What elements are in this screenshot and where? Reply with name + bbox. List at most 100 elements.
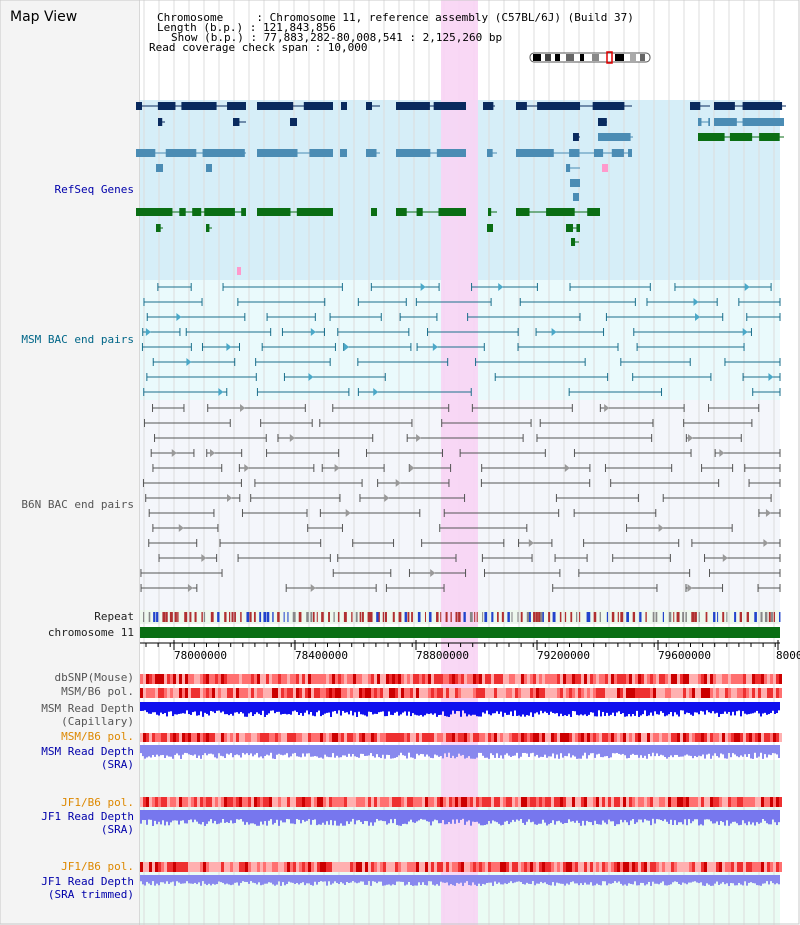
bac-end-pair[interactable] [377, 479, 450, 487]
bac-end-pair[interactable] [332, 404, 450, 412]
gene-model[interactable] [340, 149, 347, 157]
bac-end-pair[interactable] [266, 449, 340, 457]
bac-end-pair[interactable] [568, 388, 663, 396]
bac-end-pair[interactable] [709, 569, 781, 577]
bac-end-pair[interactable] [399, 313, 438, 321]
bac-end-pair[interactable] [146, 373, 257, 381]
gene-model[interactable] [257, 208, 333, 216]
bac-end-pair[interactable] [319, 419, 413, 427]
gene-model[interactable] [136, 208, 246, 216]
bac-end-pair[interactable] [481, 554, 533, 562]
gene-model[interactable] [396, 102, 466, 110]
bac-end-pair[interactable] [636, 343, 745, 351]
bac-end-pair[interactable] [744, 464, 781, 472]
gene-model[interactable] [366, 149, 380, 157]
bac-end-pair[interactable] [285, 584, 377, 592]
bac-end-pair[interactable] [685, 434, 742, 442]
bac-end-pair[interactable] [152, 404, 185, 412]
bac-end-pair[interactable] [142, 479, 242, 487]
gene-model[interactable] [598, 118, 607, 126]
gene-model[interactable] [698, 133, 784, 141]
bac-end-pair[interactable] [357, 358, 449, 366]
bac-end-pair[interactable] [266, 313, 316, 321]
jf1-read-depth-sra-label[interactable]: JF1 Read Depth [41, 810, 134, 823]
bac-end-pair[interactable] [632, 373, 712, 381]
gene-model[interactable] [366, 102, 380, 110]
bac-end-pair[interactable] [201, 343, 240, 351]
bac-end-pair[interactable] [494, 373, 609, 381]
bac-end-pair[interactable] [319, 509, 421, 517]
bac-end-pair[interactable] [578, 569, 691, 577]
bac-end-pair[interactable] [329, 313, 382, 321]
bac-end-pair[interactable] [143, 298, 203, 306]
jf1-b6-pol-label[interactable]: JF1/B6 pol. [61, 796, 134, 809]
bac-end-pair[interactable] [691, 539, 781, 547]
gene-model[interactable] [257, 102, 333, 110]
gene-model[interactable] [341, 102, 347, 110]
bac-end-pair[interactable] [352, 539, 395, 547]
bac-end-pair[interactable] [599, 404, 685, 412]
msm-read-depth-capillary-label[interactable]: MSM Read Depth [41, 702, 134, 715]
bac-end-pair[interactable] [359, 494, 466, 502]
gene-model[interactable] [516, 102, 632, 110]
bac-end-pair[interactable] [724, 358, 781, 366]
msm-b6-pol-label[interactable]: MSM/B6 pol. [61, 685, 134, 698]
gene-model[interactable] [516, 149, 632, 157]
bac-end-pair[interactable] [480, 479, 591, 487]
gene-model[interactable] [233, 118, 246, 126]
gene-model[interactable] [257, 149, 333, 157]
jf1-read-depth-trimmed-label[interactable]: JF1 Read Depth [41, 875, 134, 888]
bac-end-pair[interactable] [701, 464, 734, 472]
bac-end-pair[interactable] [746, 313, 781, 321]
bac-end-pair[interactable] [142, 328, 181, 336]
bac-end-pair[interactable] [337, 328, 410, 336]
bac-end-pair[interactable] [141, 343, 192, 351]
bac-end-pair[interactable] [517, 343, 619, 351]
bac-end-pair[interactable] [758, 509, 781, 517]
bac-end-pair[interactable] [157, 283, 192, 291]
bac-end-pair[interactable] [471, 404, 573, 412]
bac-end-pair[interactable] [219, 539, 322, 547]
bac-end-pair[interactable] [708, 404, 760, 412]
bac-end-pair[interactable] [366, 449, 443, 457]
gene-model[interactable] [206, 164, 212, 172]
bac-end-pair[interactable] [152, 524, 219, 532]
bac-end-pair[interactable] [552, 584, 658, 592]
bac-end-pair[interactable] [370, 283, 440, 291]
bac-end-pair[interactable] [467, 313, 581, 321]
bac-end-pair[interactable] [646, 298, 718, 306]
bac-end-pair[interactable] [481, 464, 591, 472]
bac-end-pair[interactable] [260, 419, 313, 427]
bac-end-pair[interactable] [536, 434, 653, 442]
gene-model[interactable] [487, 224, 493, 232]
bac-end-pair[interactable] [337, 554, 457, 562]
gene-model[interactable] [570, 179, 580, 187]
bac-end-pair[interactable] [283, 373, 386, 381]
bac-end-pair[interactable] [757, 584, 781, 592]
bac-end-pair[interactable] [148, 539, 198, 547]
gene-model[interactable] [714, 102, 786, 110]
bac-end-pair[interactable] [416, 343, 485, 351]
bac-end-pair[interactable] [738, 298, 781, 306]
bac-end-pair[interactable] [148, 509, 215, 517]
gene-model[interactable] [566, 224, 580, 232]
gene-model[interactable] [290, 118, 297, 126]
bac-end-pair[interactable] [277, 434, 374, 442]
bac-end-pair[interactable] [357, 298, 407, 306]
bac-end-pair[interactable] [415, 298, 492, 306]
bac-end-pair[interactable] [408, 464, 452, 472]
bac-end-pair[interactable] [143, 419, 231, 427]
gene-model[interactable] [158, 118, 165, 126]
gene-model[interactable] [483, 102, 495, 110]
gene-model[interactable] [690, 102, 710, 110]
refseq-genes-label[interactable]: RefSeq Genes [54, 183, 134, 196]
bac-end-pair[interactable] [152, 464, 223, 472]
msm-bac-label[interactable]: MSM BAC end pairs [21, 333, 134, 346]
bac-end-pair[interactable] [518, 539, 553, 547]
bac-end-pair[interactable] [674, 283, 772, 291]
bac-end-pair[interactable] [207, 404, 306, 412]
bac-end-pair[interactable] [519, 298, 636, 306]
bac-end-pair[interactable] [475, 358, 586, 366]
bac-end-pair[interactable] [154, 434, 267, 442]
